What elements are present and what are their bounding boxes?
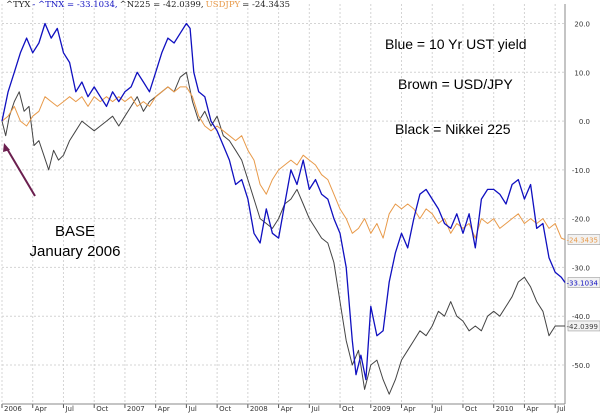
x-tick-label: Apr xyxy=(158,405,170,413)
x-tick-label: Oct xyxy=(465,405,477,413)
y-tick-label: 10.0 xyxy=(574,69,590,77)
x-tick-label: Jul xyxy=(310,405,320,413)
annotation-black: Black = Nikkei 225 xyxy=(395,121,511,137)
x-tick-label: Jul xyxy=(556,405,566,413)
y-tick-label: -20.0 xyxy=(572,216,590,224)
base-annotation: BASE January 2006 xyxy=(20,222,130,262)
y-tick-label: 20.0 xyxy=(574,21,590,29)
y-tick-label: -10.0 xyxy=(572,167,590,175)
series-line-tnx xyxy=(1,22,566,381)
legend-entry: = -24.3435 xyxy=(242,0,291,10)
end-label-n225: -42.0399 xyxy=(567,320,600,332)
end-label-text: -33.1034 xyxy=(567,280,599,288)
end-label-tnx: -33.1034 xyxy=(567,277,600,288)
end-label-box xyxy=(567,320,600,332)
base-label: BASE xyxy=(54,223,96,240)
y-tick-label: 0.0 xyxy=(579,118,590,126)
chart-gridlines xyxy=(1,4,565,404)
legend-entry: - ^TNX = -33.1034, xyxy=(32,0,118,10)
series-end-labels: -33.1034 -24.3435 -42.0399 xyxy=(567,234,600,332)
legend-entry: ^TYX xyxy=(6,0,31,10)
base-date-label: January 2006 xyxy=(29,243,121,260)
x-tick-label: Apr xyxy=(404,405,416,413)
end-label-box xyxy=(567,277,600,288)
chart-axes: 20.0 10.0 0.0 -10.0 -20.0 -30.0 -40.0 -50.0 2006… xyxy=(1,4,590,413)
x-tick-label: 2010 xyxy=(496,405,514,413)
x-tick-label: Oct xyxy=(342,405,354,413)
chart-legend: ^TYX - ^TNX = -33.1034, ^N225 = -42.0399, U… xyxy=(6,0,292,10)
x-tick-label: 2006 xyxy=(4,405,22,413)
x-tick-label: Oct xyxy=(96,405,108,413)
x-tick-label: Jul xyxy=(433,405,443,413)
x-tick-label: Jul xyxy=(64,405,74,413)
x-tick-label: Apr xyxy=(281,405,293,413)
annotation-brown: Brown = USD/JPY xyxy=(398,76,513,92)
x-tick-label: 2007 xyxy=(127,405,145,413)
y-tick-label: -40.0 xyxy=(572,313,590,321)
legend-entry: USDJPY xyxy=(205,0,241,10)
x-tick-label: 2009 xyxy=(373,405,391,413)
y-tick-label: -50.0 xyxy=(572,362,590,370)
x-tick-label: Jul xyxy=(187,405,197,413)
x-tick-label: 2008 xyxy=(250,405,268,413)
chart-series-group xyxy=(1,22,566,395)
end-label-usdjpy: -24.3435 xyxy=(567,234,600,245)
x-tick-label: Apr xyxy=(526,405,538,413)
x-tick-label: Oct xyxy=(219,405,231,413)
end-label-text: -42.0399 xyxy=(567,323,598,331)
end-label-box xyxy=(567,234,600,245)
base-arrow xyxy=(3,143,36,197)
series-line-n225 xyxy=(1,71,565,395)
legend-entry: ^N225 = -42.0399, xyxy=(119,0,204,10)
x-tick-label: Apr xyxy=(35,405,47,413)
end-label-text: -24.3435 xyxy=(567,237,598,245)
y-tick-label: -30.0 xyxy=(572,264,590,272)
annotation-blue: Blue = 10 Yr UST yield xyxy=(385,36,527,52)
